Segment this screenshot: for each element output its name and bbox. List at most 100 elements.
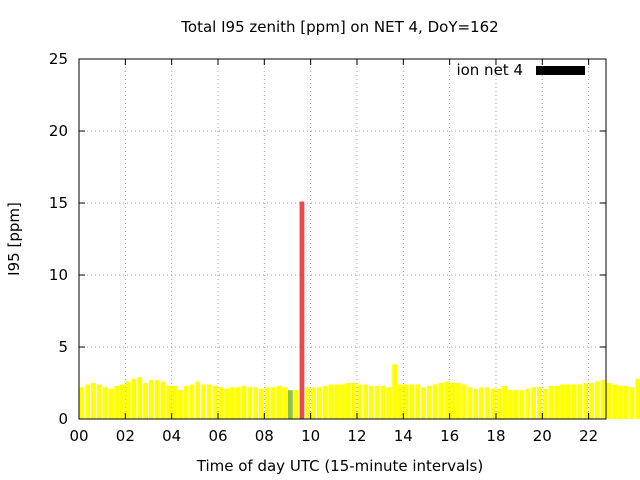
bar: [479, 387, 484, 419]
bar: [571, 384, 577, 419]
bar: [276, 385, 282, 419]
bar: [444, 381, 450, 419]
bar: [316, 387, 322, 419]
bar: [166, 385, 172, 419]
bar: [224, 388, 230, 419]
x-tick-label: 22: [579, 427, 598, 445]
bar: [322, 385, 328, 419]
bar: [345, 383, 351, 419]
bar: [241, 385, 247, 419]
plot-frame: [78, 58, 607, 420]
bar: [513, 390, 519, 419]
bar: [629, 387, 635, 419]
bar: [270, 387, 276, 419]
bar: [357, 384, 363, 419]
bar: [253, 387, 259, 419]
bar: [293, 390, 299, 419]
x-tick-label: 08: [255, 427, 274, 445]
bar: [519, 390, 525, 419]
bar: [206, 384, 212, 419]
legend: ion net 4: [456, 61, 585, 79]
bar: [230, 387, 235, 419]
bar: [212, 385, 218, 419]
bar: [172, 385, 177, 419]
bar: [577, 384, 583, 419]
bar: [623, 385, 629, 419]
bar: [508, 390, 513, 419]
bar: [120, 384, 125, 419]
y-tick-label: 15: [49, 194, 68, 212]
bar: [560, 384, 565, 419]
bar: [102, 387, 108, 419]
x-tick-label: 04: [162, 427, 181, 445]
x-tick-label: 12: [347, 427, 366, 445]
bar: [502, 385, 508, 419]
bar: [525, 388, 531, 419]
bars-group: [79, 201, 640, 419]
bar: [328, 384, 334, 419]
bar: [137, 377, 143, 419]
bar: [79, 387, 85, 419]
bar: [195, 381, 201, 419]
bar: [409, 384, 415, 419]
bar: [496, 388, 502, 419]
x-axis-label: Time of day UTC (15-minute intervals): [196, 457, 483, 475]
bar: [183, 385, 189, 419]
x-tick-label: 16: [440, 427, 459, 445]
x-tick-label: 20: [533, 427, 552, 445]
chart-title: Total I95 zenith [ppm] on NET 4, DoY=162: [180, 18, 498, 36]
bar: [490, 388, 496, 419]
bar: [247, 387, 253, 419]
bar: [160, 381, 166, 419]
bar: [288, 390, 293, 419]
bar: [415, 384, 421, 419]
bar: [583, 383, 589, 419]
bar: [450, 383, 455, 419]
bar: [218, 387, 224, 419]
bar: [612, 384, 618, 419]
x-tick-label: 10: [301, 427, 320, 445]
bar: [455, 383, 461, 419]
bar: [594, 381, 600, 419]
x-tick-label: 02: [116, 427, 135, 445]
bar: [635, 378, 640, 419]
bar: [143, 383, 148, 419]
bar: [374, 385, 380, 419]
bar: [398, 384, 403, 419]
x-tick-label: 18: [486, 427, 505, 445]
bar: [531, 387, 536, 419]
tick-labels: 0 5 10 15 20 25 00 02 04 06 08 10 12 14 16 18 20 22: [49, 50, 606, 445]
bar: [96, 384, 102, 419]
bar: [91, 383, 96, 419]
bar: [259, 388, 264, 419]
bar: [618, 385, 623, 419]
legend-label: ion net 4: [456, 61, 523, 79]
bar: [421, 387, 426, 419]
bar: [311, 387, 316, 419]
bar: [600, 380, 606, 419]
x-tick-label: 06: [208, 427, 227, 445]
bar: [149, 380, 154, 419]
bar: [154, 380, 160, 419]
bar: [85, 384, 91, 419]
bar: [484, 387, 490, 419]
y-tick-label: 10: [49, 266, 68, 284]
bar: [606, 383, 612, 419]
bar: [542, 388, 548, 419]
bar: [201, 384, 206, 419]
bar: [334, 384, 340, 419]
x-tick-label: 00: [69, 427, 88, 445]
bar: [340, 384, 345, 419]
y-tick-label: 5: [58, 338, 68, 356]
grid-lines: [79, 59, 606, 419]
y-tick-label: 25: [49, 50, 68, 68]
bar: [461, 384, 467, 419]
bar: [177, 390, 183, 419]
bar: [131, 378, 137, 419]
bar: [189, 384, 195, 419]
bar: [235, 387, 241, 419]
bar: [565, 384, 571, 419]
bar: [363, 384, 369, 419]
bar: [264, 387, 270, 419]
